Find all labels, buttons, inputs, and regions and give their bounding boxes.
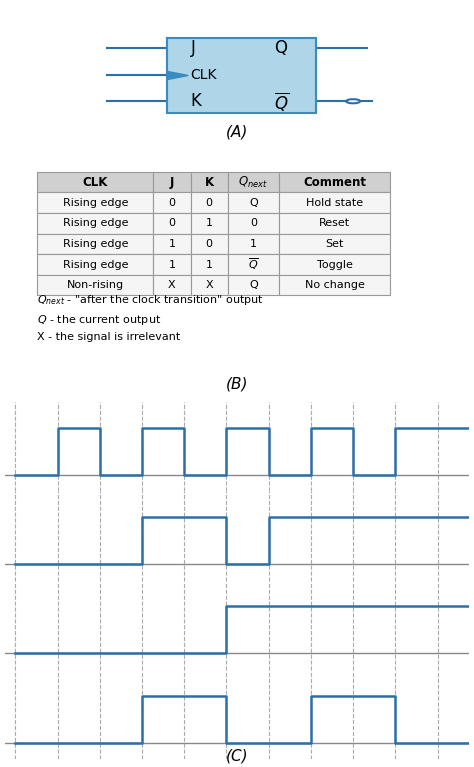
Text: (C): (C) [226,748,248,763]
Text: $\overline{Q}$: $\overline{Q}$ [248,257,259,272]
Bar [37,275,154,295]
Bar [191,234,228,255]
Text: CLK: CLK [82,176,108,189]
Text: Set: Set [325,239,344,249]
Text: Q: Q [274,39,287,58]
Bar [279,234,390,255]
Bar [154,275,191,295]
Bar [154,234,191,255]
Text: 0: 0 [250,219,257,229]
Text: 1: 1 [168,259,175,269]
Text: 0: 0 [206,239,213,249]
Bar [228,172,279,193]
Text: Non-rising: Non-rising [67,280,124,290]
Bar [191,213,228,234]
Text: $Q$ - the current output: $Q$ - the current output [37,313,162,327]
Bar [279,275,390,295]
Text: Comment: Comment [303,176,366,189]
Text: K: K [205,176,214,189]
Bar [279,213,390,234]
Bar [37,213,154,234]
Text: 0: 0 [168,219,175,229]
Bar [167,38,316,114]
Text: X - the signal is irrelevant: X - the signal is irrelevant [37,332,181,342]
Bar [191,275,228,295]
Polygon shape [167,71,188,80]
Bar [191,193,228,213]
Text: K: K [191,92,201,110]
Text: Rising edge: Rising edge [63,259,128,269]
Text: 1: 1 [250,239,257,249]
Bar [191,255,228,275]
Bar [37,193,154,213]
Text: Rising edge: Rising edge [63,219,128,229]
Text: Q: Q [249,280,258,290]
Text: $\overline{Q}$: $\overline{Q}$ [274,90,289,113]
Text: No change: No change [305,280,365,290]
Text: Toggle: Toggle [317,259,353,269]
Bar [279,172,390,193]
Text: X: X [205,280,213,290]
Text: J: J [170,176,174,189]
Bar [228,234,279,255]
Bar [37,255,154,275]
Text: Rising edge: Rising edge [63,239,128,249]
Text: 1: 1 [206,219,213,229]
Bar [154,193,191,213]
Text: 1: 1 [206,259,213,269]
Bar [228,255,279,275]
Text: 0: 0 [206,198,213,208]
Text: X: X [168,280,176,290]
Bar [37,234,154,255]
Bar [37,172,154,193]
Bar [228,213,279,234]
Text: 0: 0 [168,198,175,208]
Bar [154,213,191,234]
Bar [279,193,390,213]
Text: Q: Q [249,198,258,208]
Text: (A): (A) [226,125,248,140]
Text: Hold state: Hold state [306,198,363,208]
Bar [279,255,390,275]
Text: CLK: CLK [191,68,217,83]
Text: Reset: Reset [319,219,350,229]
Bar [154,172,191,193]
Text: $Q_{next}$: $Q_{next}$ [238,175,268,189]
Text: 1: 1 [168,239,175,249]
Bar [191,172,228,193]
Bar [228,193,279,213]
Text: (B): (B) [226,377,248,391]
Bar [154,255,191,275]
Bar [228,275,279,295]
Text: $Q_{next}$ - "after the clock transition" output: $Q_{next}$ - "after the clock transition… [37,293,264,307]
Text: J: J [191,39,195,58]
Text: Rising edge: Rising edge [63,198,128,208]
